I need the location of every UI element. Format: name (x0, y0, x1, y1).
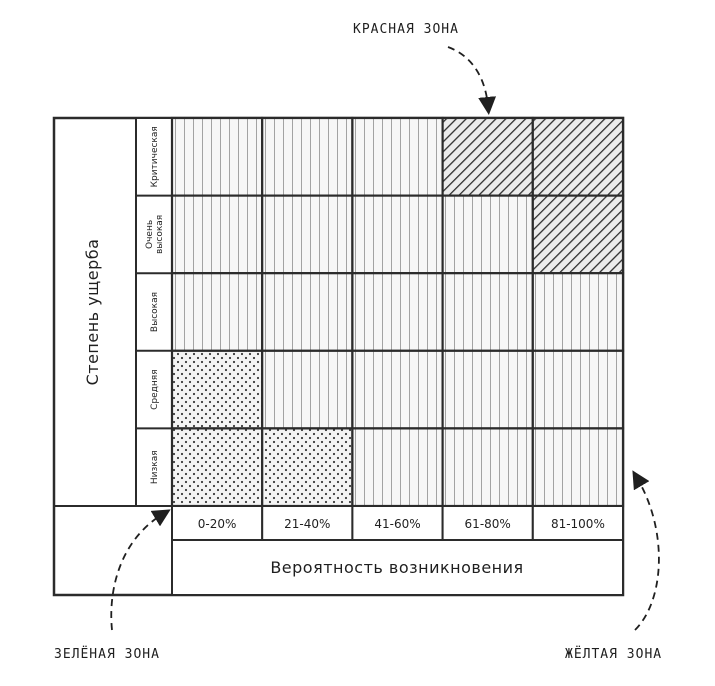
matrix-cell-green (261, 427, 354, 508)
red-zone-label: КРАСНАЯ ЗОНА (353, 22, 459, 37)
row-label: Критическая (150, 126, 160, 187)
matrix-cell-red (531, 116, 625, 197)
matrix-cell-yellow (441, 194, 534, 275)
row-label: Высокая (150, 292, 160, 332)
matrix-cell-yellow (170, 272, 264, 352)
matrix-cell-red (441, 116, 534, 197)
matrix-cell-green (170, 349, 264, 430)
matrix-cell-yellow (351, 272, 444, 352)
green-zone-arrow (110, 509, 171, 631)
matrix-cell-yellow (261, 272, 354, 352)
matrix-cell-yellow (531, 349, 625, 430)
column-labels: 0-20% 21-40% 41-60% 61-80% 81-100% (171, 505, 624, 541)
matrix-cell-red (531, 194, 625, 275)
green-zone-label: ЗЕЛЁНАЯ ЗОНА (54, 646, 160, 662)
row-label: Оченьвысокая (145, 215, 165, 254)
row-label: Низкая (150, 450, 160, 484)
matrix-cell-yellow (441, 427, 534, 508)
yellow-zone-arrow (632, 470, 660, 631)
column-label: 21-40% (284, 517, 330, 531)
red-zone-arrow (447, 46, 497, 115)
column-label: 61-80% (465, 517, 511, 531)
column-label: 0-20% (198, 517, 237, 531)
matrix-cell-yellow (531, 427, 625, 508)
matrix-cell-green (170, 427, 264, 508)
row-labels: Критическая Оченьвысокая Высокая Средняя Низ… (136, 126, 172, 484)
column-label: 81-100% (551, 517, 605, 531)
matrix-cell-yellow (351, 427, 444, 508)
matrix-cell-yellow (170, 116, 264, 197)
matrix-cells (170, 116, 625, 508)
x-axis-title: Вероятность возникновения (270, 558, 523, 577)
matrix-cell-yellow (261, 349, 354, 430)
matrix-cell-yellow (351, 116, 444, 197)
y-axis-title: Степень ущерба (83, 239, 102, 386)
matrix-cell-yellow (351, 194, 444, 275)
matrix-cell-yellow (170, 194, 264, 275)
matrix-cell-yellow (531, 272, 625, 352)
matrix-cell-yellow (351, 349, 444, 430)
column-label-box (441, 505, 534, 541)
matrix-cell-yellow (441, 272, 534, 352)
matrix-cell-yellow (261, 194, 354, 275)
column-label-box (531, 505, 624, 541)
yellow-zone-label: ЖЁЛТАЯ ЗОНА (565, 646, 662, 662)
column-label: 41-60% (374, 517, 420, 531)
row-label: Средняя (150, 369, 160, 409)
matrix-cell-yellow (261, 116, 354, 197)
matrix-cell-yellow (441, 349, 534, 430)
x-axis-title-box (171, 539, 624, 596)
column-label-box (171, 505, 264, 541)
